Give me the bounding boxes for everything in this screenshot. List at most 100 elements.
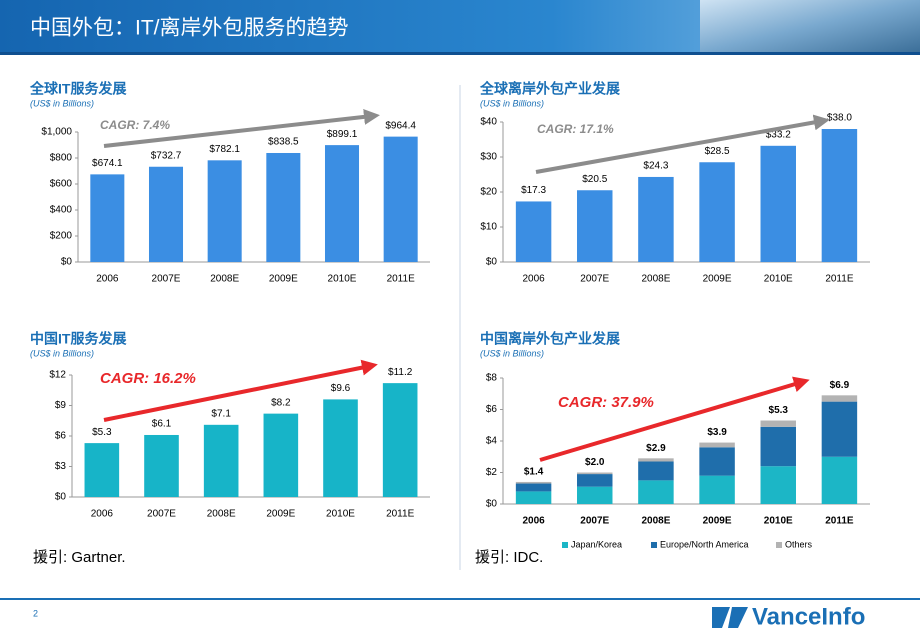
logo-mark	[712, 607, 748, 628]
chart-subtitle: (US$ in Billions)	[30, 98, 94, 108]
trend-arrow	[103, 108, 380, 148]
annotation: CAGR: 7.4%	[100, 118, 170, 132]
chart-subtitle: (US$ in Billions)	[30, 348, 94, 358]
x-tick-label: 2010E	[326, 509, 355, 520]
x-tick-label: 2009E	[269, 274, 298, 285]
bar-segment	[821, 401, 858, 457]
trend-arrow	[103, 359, 378, 422]
value-label: $7.1	[211, 408, 231, 419]
value-label: $33.2	[766, 129, 791, 140]
chart-subtitle: (US$ in Billions)	[480, 98, 544, 108]
bar	[515, 201, 552, 262]
bar	[266, 152, 301, 262]
legend-label: Others	[785, 539, 813, 549]
chart-subtitle: (US$ in Billions)	[480, 348, 544, 358]
y-tick-label: $1,000	[41, 127, 72, 138]
x-tick-label: 2008E	[641, 274, 670, 285]
chart-title: 中国IT服务发展	[30, 331, 126, 347]
y-tick-label: $6	[55, 431, 67, 442]
value-label: $20.5	[582, 174, 607, 185]
legend-swatch	[776, 542, 782, 548]
value-label: $838.5	[268, 137, 299, 148]
x-tick-label: 2007E	[580, 516, 609, 527]
x-tick-label: 2009E	[266, 509, 295, 520]
bar	[760, 145, 796, 262]
y-tick-label: $0	[486, 257, 498, 268]
x-tick-label: 2010E	[764, 516, 793, 527]
value-label: $782.1	[209, 144, 240, 155]
legend-swatch	[562, 542, 568, 548]
bar-segment	[577, 486, 613, 504]
y-tick-label: $10	[480, 222, 497, 233]
value-label: $899.1	[327, 129, 358, 140]
value-label: $964.4	[385, 120, 416, 131]
bar	[203, 424, 239, 497]
bar	[323, 399, 358, 497]
source: 援引: Gartner.	[33, 549, 126, 566]
bar-segment	[760, 466, 796, 504]
total-label: $2.0	[585, 457, 605, 468]
value-label: $674.1	[92, 158, 123, 169]
y-tick-label: $400	[50, 205, 73, 216]
bar	[84, 443, 120, 497]
value-label: $5.3	[92, 427, 112, 438]
y-tick-label: $6	[486, 404, 498, 415]
value-label: $6.1	[152, 419, 172, 430]
y-tick-label: $3	[55, 461, 67, 472]
bar-segment	[760, 426, 796, 467]
x-tick-label: 2009E	[703, 274, 732, 285]
bar-segment	[515, 491, 552, 504]
bar-segment	[638, 480, 674, 504]
bar	[207, 160, 242, 262]
bar-segment	[699, 442, 735, 448]
annotation: CAGR: 17.1%	[537, 122, 614, 136]
y-tick-label: $200	[50, 231, 73, 242]
total-label: $5.3	[769, 405, 789, 416]
source: 援引: IDC.	[475, 549, 543, 566]
x-tick-label: 2008E	[207, 509, 236, 520]
total-label: $3.9	[707, 427, 727, 438]
value-label: $38.0	[827, 113, 852, 124]
x-tick-label: 2006	[91, 509, 114, 520]
x-tick-label: 2010E	[764, 274, 793, 285]
bar	[324, 145, 360, 262]
bar-segment	[577, 472, 613, 475]
bar-segment	[699, 447, 735, 476]
y-tick-label: $0	[61, 257, 73, 268]
y-tick-label: $8	[486, 373, 498, 384]
x-tick-label: 2007E	[147, 509, 176, 520]
bar-segment	[638, 461, 674, 481]
x-tick-label: 2007E	[152, 274, 181, 285]
x-tick-label: 2011E	[825, 516, 854, 527]
chart-title: 全球离岸外包产业发展	[479, 81, 620, 97]
x-tick-label: 2008E	[210, 274, 239, 285]
value-label: $9.6	[331, 383, 351, 394]
bar	[90, 174, 125, 262]
y-tick-label: $0	[55, 492, 67, 503]
x-tick-label: 2007E	[580, 274, 609, 285]
bar	[144, 434, 179, 497]
y-tick-label: $600	[50, 179, 73, 190]
bar-segment	[699, 475, 735, 504]
legend-swatch	[651, 542, 657, 548]
value-label: $11.2	[388, 367, 413, 378]
y-tick-label: $9	[55, 400, 67, 411]
value-label: $28.5	[705, 146, 730, 157]
annotation: CAGR: 37.9%	[558, 394, 654, 411]
trend-arrow	[539, 376, 810, 462]
bar	[821, 129, 858, 262]
value-label: $8.2	[271, 397, 291, 408]
footer-rule	[0, 598, 920, 600]
x-tick-label: 2011E	[825, 274, 854, 285]
value-label: $17.3	[521, 185, 546, 196]
bar	[382, 383, 418, 497]
bar-segment	[638, 458, 674, 462]
y-tick-label: $2	[486, 467, 498, 478]
chart-title: 中国离岸外包产业发展	[480, 331, 620, 347]
legend-label: Europe/North America	[660, 539, 749, 549]
value-label: $732.7	[151, 150, 182, 161]
trend-arrow	[535, 114, 830, 174]
y-tick-label: $4	[486, 436, 498, 447]
